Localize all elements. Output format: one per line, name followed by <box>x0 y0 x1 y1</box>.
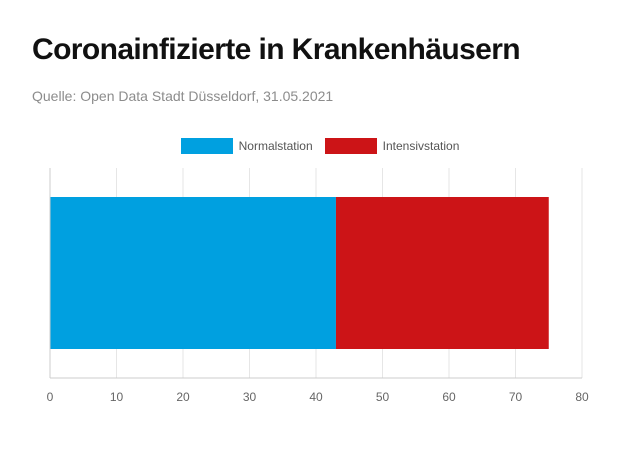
chart-source: Quelle: Open Data Stadt Düsseldorf, 31.0… <box>32 88 334 104</box>
x-tick-label-0: 0 <box>47 390 54 404</box>
legend-swatch-intensivstation <box>324 138 377 154</box>
x-tick-label-30: 30 <box>243 390 257 404</box>
chart-legend: Normalstation Intensivstation <box>0 138 640 154</box>
legend-item-normalstation: Normalstation <box>180 138 313 154</box>
x-tick-label-20: 20 <box>176 390 190 404</box>
x-tick-label-40: 40 <box>309 390 323 404</box>
x-tick-label-60: 60 <box>442 390 456 404</box>
legend-swatch-normalstation <box>180 138 233 154</box>
chart-title: Coronainfizierte in Krankenhäusern <box>32 33 521 66</box>
bar-normalstation <box>50 197 336 349</box>
x-tick-label-50: 50 <box>376 390 390 404</box>
legend-item-intensivstation: Intensivstation <box>324 138 460 154</box>
x-tick-label-70: 70 <box>509 390 523 404</box>
x-tick-label-80: 80 <box>575 390 589 404</box>
legend-label-intensivstation: Intensivstation <box>382 139 460 153</box>
legend-label-normalstation: Normalstation <box>238 139 313 153</box>
x-tick-label-10: 10 <box>110 390 124 404</box>
bar-intensivstation <box>335 197 549 349</box>
